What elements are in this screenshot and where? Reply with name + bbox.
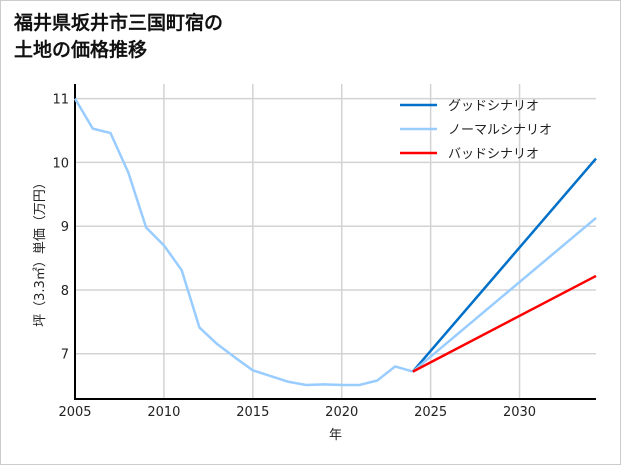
chart-title: 福井県坂井市三国町宿の 土地の価格推移 (14, 10, 223, 64)
x-tick-label: 2005 (58, 405, 91, 420)
x-tick-label: 2020 (325, 405, 358, 420)
series-line-scenario-2 (412, 274, 597, 373)
legend-label: ノーマルシナリオ (448, 123, 552, 138)
legend-label: バッドシナリオ (448, 147, 539, 162)
series-line-scenario-0 (411, 157, 597, 373)
y-axis-label: 坪（3.3㎡）単価（万円） (32, 176, 48, 327)
x-tick-label: 2015 (236, 405, 269, 420)
chart-title-line1: 福井県坂井市三国町宿の (14, 12, 224, 34)
series-line-actual (73, 98, 414, 387)
series-line-scenario-1 (412, 216, 597, 373)
y-tick-label: 11 (52, 93, 69, 108)
x-tick-label: 2030 (503, 405, 536, 420)
y-tick-label: 7 (61, 348, 69, 363)
legend-label: グッドシナリオ (448, 99, 539, 114)
y-tick-label: 10 (52, 156, 69, 171)
x-tick-label: 2010 (147, 405, 180, 420)
x-axis-label: 年 (329, 428, 342, 443)
x-tick-label: 2025 (414, 405, 447, 420)
chart-title-line2: 土地の価格推移 (14, 39, 148, 61)
y-tick-label: 9 (61, 220, 69, 235)
y-tick-label: 8 (61, 284, 69, 299)
